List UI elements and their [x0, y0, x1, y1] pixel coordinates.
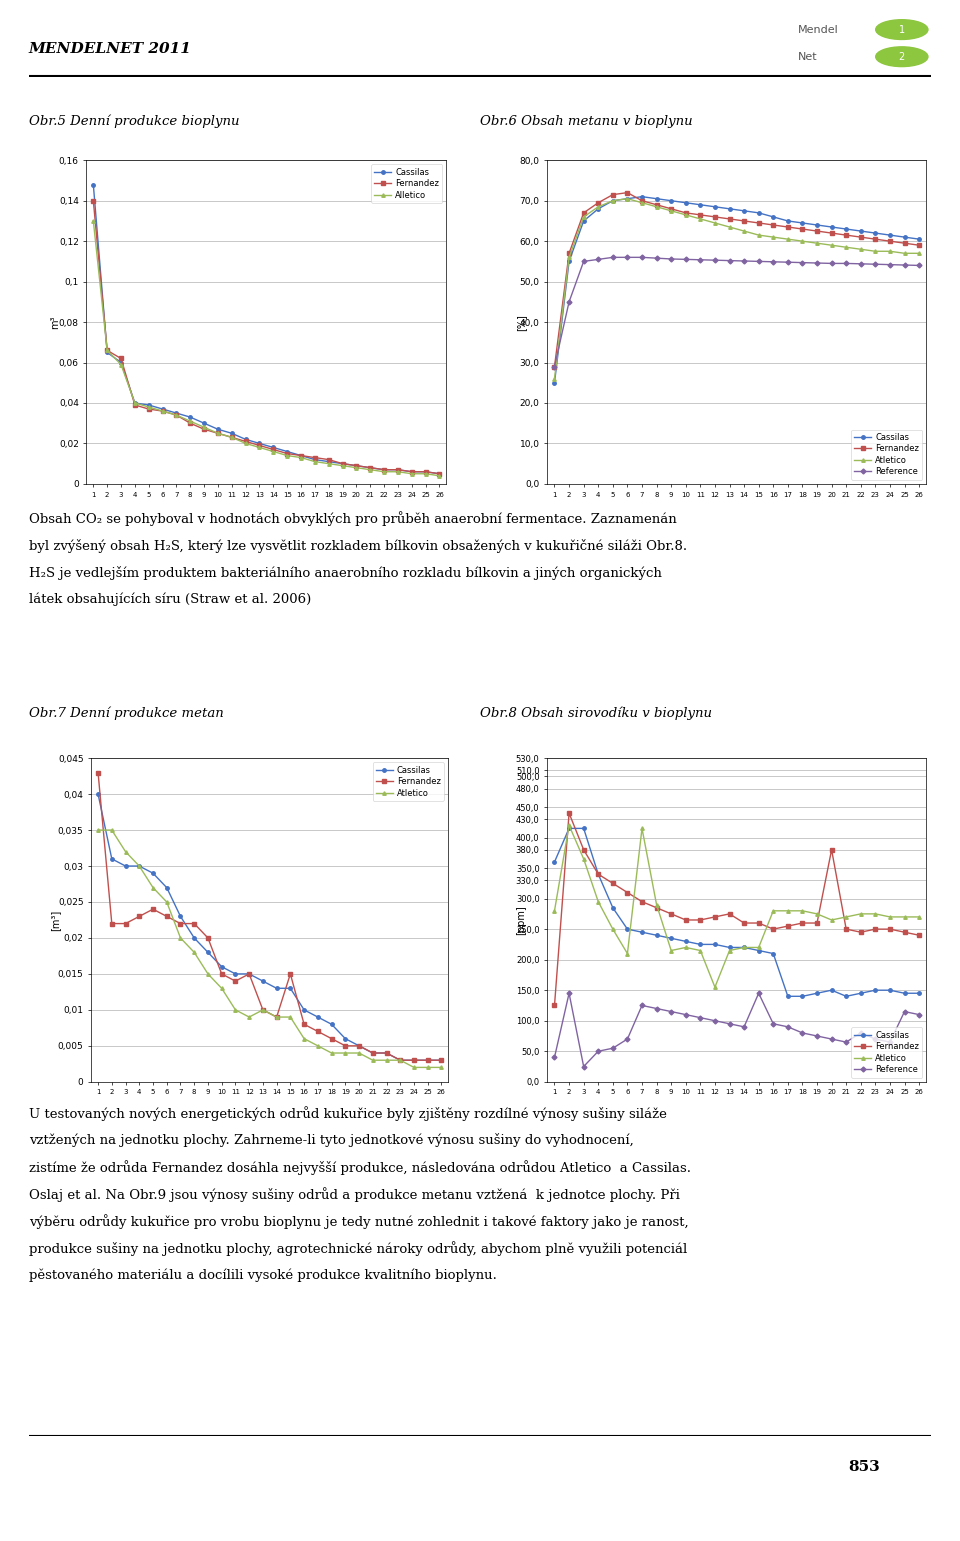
Text: Oslaj et al. Na Obr.9 jsou výnosy sušiny odrůd a produkce metanu vztžená  k jedn: Oslaj et al. Na Obr.9 jsou výnosy sušiny…: [29, 1187, 680, 1202]
Text: 853: 853: [848, 1459, 880, 1475]
Text: U testovaných nových energetických odrůd kukuřice byly zjištěny rozdílné výnosy : U testovaných nových energetických odrůd…: [29, 1106, 666, 1122]
Text: m³: m³: [50, 316, 60, 328]
Text: látek obsahujících síru (Straw et al. 2006): látek obsahujících síru (Straw et al. 20…: [29, 592, 311, 606]
Legend: Cassilas, Fernandez, Atletico, Reference: Cassilas, Fernandez, Atletico, Reference: [851, 430, 923, 479]
Text: 1: 1: [899, 25, 905, 34]
Legend: Cassilas, Fernandez, Atletico, Reference: Cassilas, Fernandez, Atletico, Reference: [851, 1028, 923, 1077]
Text: [%]: [%]: [516, 314, 526, 330]
Text: Obr.7 Denní produkce metan: Obr.7 Denní produkce metan: [29, 707, 224, 720]
Legend: Cassilas, Fernandez, Atletico: Cassilas, Fernandez, Atletico: [372, 763, 444, 801]
Text: Obr.6 Obsah metanu v bioplynu: Obr.6 Obsah metanu v bioplynu: [480, 116, 692, 128]
Text: [m³]: [m³]: [51, 909, 60, 931]
Text: byl zvýšený obsah H₂S, který lze vysvětlit rozkladem bílkovin obsažených v kukuř: byl zvýšený obsah H₂S, který lze vysvětl…: [29, 538, 687, 553]
Text: Net: Net: [798, 52, 817, 62]
Text: produkce sušiny na jednotku plochy, agrotechnické nároky odrůdy, abychom plně vy: produkce sušiny na jednotku plochy, agro…: [29, 1242, 687, 1256]
Text: pěstovaného materiálu a docílili vysoké produkce kvalitního bioplynu.: pěstovaného materiálu a docílili vysoké …: [29, 1268, 496, 1282]
Text: 2: 2: [899, 52, 905, 62]
Text: vztžených na jednotku plochy. Zahrneme-li tyto jednotkové výnosu sušiny do vyhod: vztžených na jednotku plochy. Zahrneme-l…: [29, 1134, 634, 1148]
Text: Obr.8 Obsah sirovodíku v bioplynu: Obr.8 Obsah sirovodíku v bioplynu: [480, 707, 712, 720]
Text: Obr.5 Denní produkce bioplynu: Obr.5 Denní produkce bioplynu: [29, 116, 239, 128]
Text: MENDELNET 2011: MENDELNET 2011: [29, 42, 192, 57]
Text: výběru odrůdy kukuřice pro vrobu bioplynu je tedy nutné zohlednit i takové fakto: výběru odrůdy kukuřice pro vrobu bioplyn…: [29, 1214, 688, 1230]
Text: H₂S je vedlejším produktem bakteriálního anaerobního rozkladu bílkovin a jiných : H₂S je vedlejším produktem bakteriálního…: [29, 566, 661, 579]
Circle shape: [876, 46, 928, 66]
Circle shape: [876, 20, 928, 40]
Text: zistíme že odrůda Fernandez dosáhla nejvyšší produkce, následována odrůdou Atlet: zistíme že odrůda Fernandez dosáhla nejv…: [29, 1160, 691, 1176]
Text: Mendel: Mendel: [798, 25, 838, 34]
Text: Obsah CO₂ se pohyboval v hodnotách obvyklých pro průběh anaerobní fermentace. Za: Obsah CO₂ se pohyboval v hodnotách obvyk…: [29, 512, 677, 527]
Legend: Cassilas, Fernandez, Alletico: Cassilas, Fernandez, Alletico: [371, 165, 443, 203]
Text: [ppm]: [ppm]: [516, 905, 526, 935]
